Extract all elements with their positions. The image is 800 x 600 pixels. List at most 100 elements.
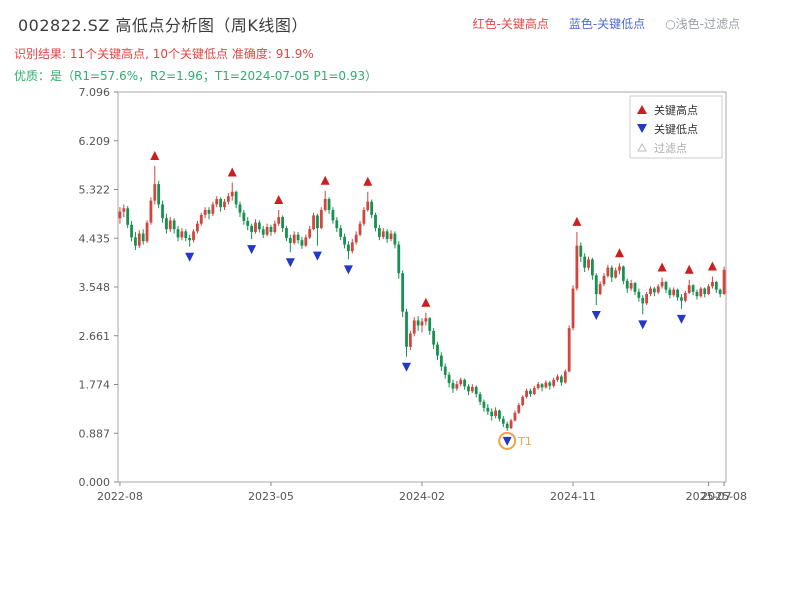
y-tick-label: 5.322 [79,184,111,197]
candle-body [621,266,625,281]
candle-body [176,229,180,238]
candle-body [172,220,176,230]
key-low-marker [402,362,412,372]
candle-body [625,280,629,289]
y-tick-label: 0.887 [79,427,111,440]
key-high-marker [363,176,373,186]
key-low-marker [343,265,353,275]
recognition-result-text: 识别结果: 11个关键高点, 10个关键低点 准确度: 91.9% [14,47,314,61]
candle-body [443,366,447,375]
candle-body [161,204,164,219]
candle-body [459,379,463,385]
candle-body [691,285,695,292]
candle-body [134,237,137,246]
x-tick-label: 2024-02 [399,490,445,503]
candle-body [505,423,509,429]
candle-body [498,410,501,419]
candle-body [470,386,474,392]
candle-body [269,226,273,232]
candle-body [436,344,439,356]
candle-body [412,320,416,334]
x-tick-label: 2023-05 [248,490,294,503]
candle-body [544,382,548,388]
y-axis: 0.000 0.887 1.774 2.661 3.548 4.435 5.322 6.209… [79,86,118,489]
candle-body [680,297,683,301]
candle-body [490,411,494,417]
candle-body [683,292,687,301]
candle-body [451,383,455,389]
candle-body [521,396,525,406]
candle-body [273,223,277,232]
candle-body [714,281,718,290]
candle-body [219,198,223,208]
y-tick-label: 3.548 [79,281,111,294]
candle-body [366,201,370,210]
candle-body [447,374,451,384]
candle-body [428,318,432,331]
candle-body [594,275,598,295]
y-tick-label: 4.435 [79,232,111,245]
key-high-marker [657,262,667,272]
candle-body [126,208,130,225]
candle-body [223,201,226,208]
key-high-marker [274,194,284,204]
key-low-marker [185,252,195,262]
candle-body [699,288,703,297]
inline-legend-filtered: ○浅色-过滤点 [665,17,740,31]
candle-body [509,420,513,429]
candle-body [602,275,606,285]
candle-body [532,388,536,395]
y-tick-label: 1.774 [79,379,111,392]
candle-body [439,355,443,367]
candle-body [587,259,590,268]
candle-body [339,228,343,237]
candle-body [474,386,478,395]
candle-body [687,285,691,293]
candle-body [420,321,424,326]
key-high-marker [320,175,330,185]
key-low-marker [285,258,295,268]
candle-body [157,184,161,205]
candle-body [571,288,575,329]
candle-body [242,212,246,221]
candle-body [478,394,482,402]
candle-body [203,209,207,215]
legend-down-triangle-icon [637,124,647,133]
candle-body [645,294,649,304]
candle-body [137,233,141,246]
key-high-marker [615,248,625,258]
key-high-marker [150,150,160,160]
candle-body [590,259,594,276]
candle-body [579,245,583,257]
candle-body [548,382,552,386]
candle-body [467,386,470,392]
x-tick-label: 2025-07 [686,490,732,503]
candle-body [637,291,641,298]
key-high-marker [227,167,237,177]
t1-label: T1 [517,435,532,448]
candle-body [153,184,157,201]
candle-body [517,405,521,413]
candle-body [354,234,358,243]
candle-body [250,225,254,232]
candle-body [254,222,257,232]
candle-body [660,281,664,287]
key-high-marker [684,264,694,274]
legend-item-label: 关键低点 [654,122,698,136]
candle-body [323,198,327,210]
candle-body [238,204,242,213]
candle-body [385,231,389,240]
candle-body [703,288,707,295]
legend-item-label: 过滤点 [654,142,687,155]
candle-body [168,220,172,230]
candle-body [482,401,486,408]
candle-body [226,196,230,202]
candle-body [408,333,412,347]
inline-legend-key-high: 红色-关键高点 [472,17,549,31]
candle-body [331,209,335,221]
y-tick-label: 0.000 [79,476,111,489]
candle-body [118,211,122,219]
candle-body [668,289,672,296]
legend-up-triangle-icon [637,105,647,114]
candle-body [246,220,250,226]
